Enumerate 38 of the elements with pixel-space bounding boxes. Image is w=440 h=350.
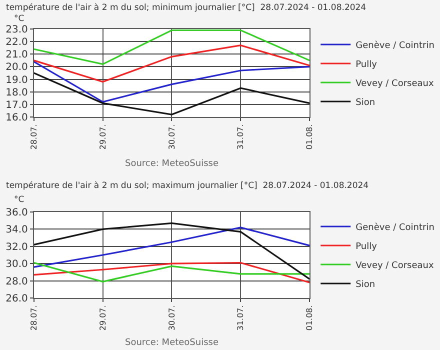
legend-label: Vevey / Corseaux <box>356 79 434 90</box>
y-tick-label: 19.0 <box>6 74 28 86</box>
y-tick-label: 17.0 <box>6 100 28 111</box>
x-tick-label: 29.07. <box>98 305 108 331</box>
y-tick-label: 28.0 <box>6 276 28 288</box>
x-tick-label: 28.07. <box>29 124 38 150</box>
y-axis-title: °C <box>14 14 24 24</box>
x-tick-label: 31.07. <box>236 124 246 150</box>
y-tick-label: 36.0 <box>6 208 28 218</box>
x-tick-label: 01.08. <box>305 124 314 150</box>
y-tick-label: 21.0 <box>6 50 28 61</box>
x-tick-label: 29.07. <box>98 124 108 150</box>
source-note: Source: MeteoSuisse <box>125 338 219 348</box>
y-axis-title: °C <box>14 195 24 205</box>
x-tick-label: 30.07. <box>167 124 176 150</box>
legend-label: Genève / Cointrin <box>356 40 434 52</box>
y-tick-label: 32.0 <box>6 242 28 253</box>
y-tick-label: 26.0 <box>6 294 28 304</box>
legend-label: Genève / Cointrin <box>356 222 434 234</box>
y-tick-label: 23.0 <box>6 24 28 36</box>
y-tick-label: 22.0 <box>6 37 28 48</box>
y-tick-label: 16.0 <box>6 112 28 124</box>
x-tick-label: 30.07. <box>167 305 176 331</box>
chart-title: température de l'air à 2 m du sol; maximum journalier [°C] 28.07.2024 - 01.08.2024 <box>6 181 369 191</box>
legend-label: Vevey / Corseaux <box>356 261 434 272</box>
legend-label: Sion <box>356 280 376 290</box>
legend-label: Sion <box>356 98 376 108</box>
y-tick-label: 30.0 <box>6 259 28 270</box>
y-tick-label: 34.0 <box>6 224 28 236</box>
x-tick-label: 01.08. <box>305 305 314 331</box>
y-tick-label: 20.0 <box>6 62 28 74</box>
y-tick-label: 18.0 <box>6 87 28 98</box>
x-tick-label: 28.07. <box>29 305 38 331</box>
legend-label: Pully <box>356 60 378 70</box>
x-tick-label: 31.07. <box>236 305 246 331</box>
legend-label: Pully <box>356 242 378 252</box>
chart-title: température de l'air à 2 m du sol; minimum journalier [°C] 28.07.2024 - 01.08.2024 <box>6 3 366 13</box>
source-note: Source: MeteoSuisse <box>125 159 219 169</box>
